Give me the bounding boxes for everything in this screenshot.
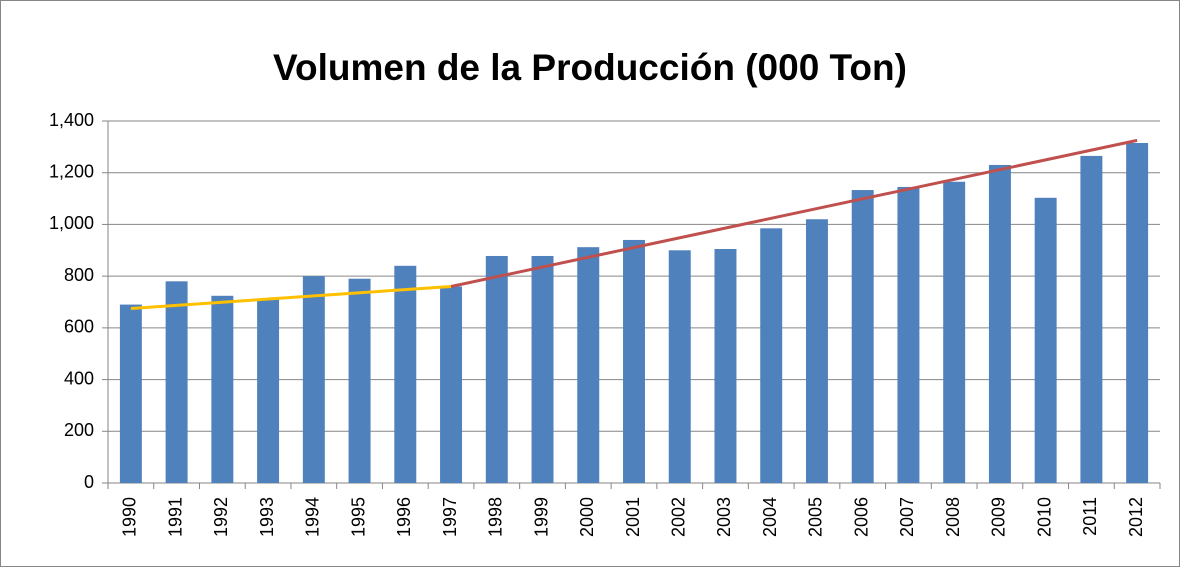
y-tick-label: 1,400	[49, 110, 94, 130]
x-tick-label: 1993	[257, 497, 277, 537]
bar	[760, 228, 783, 483]
x-tick-label: 2011	[1080, 497, 1100, 536]
bar	[1034, 197, 1057, 483]
x-tick-label: 1991	[165, 497, 185, 537]
x-tick-label: 2002	[668, 497, 688, 537]
x-tick-label: 1998	[486, 497, 506, 537]
bar	[1080, 155, 1103, 483]
bar	[440, 286, 463, 483]
x-tick-label: 1997	[440, 497, 460, 537]
x-tick-label: 2012	[1126, 497, 1146, 537]
bar	[577, 247, 600, 483]
bar	[714, 248, 737, 483]
chart-title: Volumen de la Producción (000 Ton)	[273, 47, 907, 88]
x-tick-label: 1994	[303, 497, 323, 537]
bar	[211, 295, 234, 483]
x-tick-label: 1996	[394, 497, 414, 537]
x-tick-label: 2009	[989, 497, 1009, 537]
x-tick-label: 2007	[897, 497, 917, 537]
bar	[668, 250, 691, 483]
y-tick-label: 1,000	[49, 213, 94, 233]
x-tick-label: 1990	[120, 497, 140, 537]
x-tick-label: 2006	[851, 497, 871, 537]
bar	[394, 265, 417, 483]
bar	[119, 304, 142, 483]
y-tick-label: 1,200	[49, 161, 94, 181]
bar	[805, 219, 828, 483]
bar	[1126, 142, 1149, 483]
x-tick-label: 2005	[806, 497, 826, 537]
bar	[851, 190, 874, 483]
x-tick-label: 1999	[531, 497, 551, 537]
x-tick-label: 2000	[577, 497, 597, 537]
bar	[623, 239, 645, 483]
x-tick-label: 1995	[348, 497, 368, 537]
bar	[257, 299, 280, 483]
x-tick-label: 2004	[760, 497, 780, 537]
x-tick-label: 2008	[943, 497, 963, 537]
y-tick-label: 600	[64, 317, 94, 337]
trend-line	[130, 284, 452, 310]
bar	[988, 164, 1011, 483]
trend-line	[450, 138, 1138, 288]
x-tick-label: 2010	[1034, 497, 1054, 537]
bar	[485, 255, 508, 483]
x-tick-label: 2001	[623, 497, 643, 537]
bar	[348, 278, 371, 483]
bar	[302, 276, 325, 483]
bar	[897, 186, 920, 483]
x-tick-label: 1992	[211, 497, 231, 537]
y-tick-label: 400	[64, 368, 94, 388]
y-tick-label: 0	[84, 472, 94, 492]
y-tick-label: 800	[64, 265, 94, 285]
bar	[165, 281, 188, 483]
bar	[943, 181, 966, 483]
bar	[531, 255, 554, 483]
x-tick-label: 2003	[714, 497, 734, 537]
y-tick-label: 200	[64, 420, 94, 440]
